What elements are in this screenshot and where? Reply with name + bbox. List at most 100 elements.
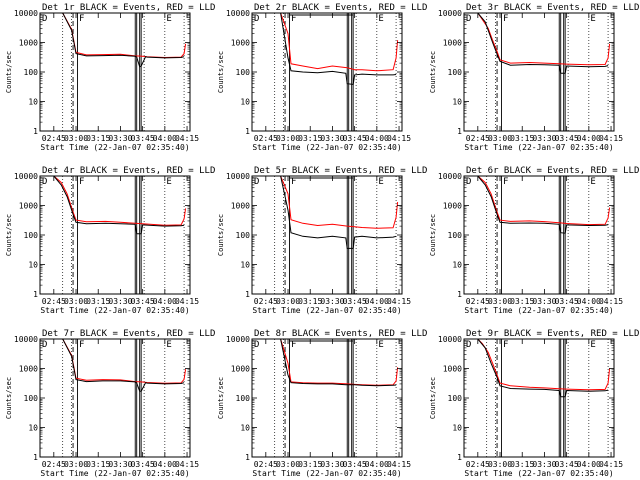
x-axis-label: Start Time (22-Jan-07 02:35:40) [464, 469, 613, 478]
lld-series-line [53, 176, 187, 226]
events-series-line [62, 339, 185, 392]
x-tick-label: 03:30 [108, 134, 132, 143]
plot-frame [251, 338, 403, 458]
x-axis-label: Start Time (22-Jan-07 02:35:40) [40, 143, 189, 152]
x-tick-label: 03:30 [532, 460, 556, 469]
x-tick-label: 04:15 [175, 460, 199, 469]
x-axis-label: Start Time (22-Jan-07 02:35:40) [252, 306, 401, 315]
y-tick-label: 10000 [14, 172, 38, 181]
x-tick-label: 03:15 [86, 460, 110, 469]
y-tick-label: 10 [28, 424, 38, 433]
x-tick-label: 02:45 [466, 460, 490, 469]
events-series-line [280, 13, 397, 85]
y-tick-label: 1 [457, 453, 462, 462]
attenuator-state-label: D [254, 340, 259, 350]
y-tick-label: 1000 [19, 39, 38, 48]
y-axis-label: Counts/sec [429, 377, 437, 419]
plot-frame [39, 12, 191, 132]
detector-panel: Det 7r BLACK = Events, RED = LLD Counts/s… [5, 329, 215, 478]
y-axis-label: Counts/sec [217, 214, 225, 256]
x-tick-label: 03:15 [298, 297, 322, 306]
detector-panel: Det 6r BLACK = Events, RED = LLD Counts/s… [429, 166, 639, 315]
x-tick-label: 04:15 [175, 297, 199, 306]
x-tick-label: 04:15 [599, 134, 623, 143]
attenuator-state-label: E [166, 14, 171, 24]
attenuator-state-label: E [378, 177, 383, 187]
x-tick-label: 03:45 [555, 134, 579, 143]
y-tick-label: 1 [33, 453, 38, 462]
x-tick-label: 03:00 [276, 297, 300, 306]
y-axis-label: Counts/sec [5, 51, 13, 93]
x-tick-label: 04:00 [153, 460, 177, 469]
events-series-line [62, 13, 185, 68]
attenuator-state-label: D [254, 177, 259, 187]
panel-title: Det 1r BLACK = Events, RED = LLD [42, 3, 215, 13]
detector-panel: Det 5r BLACK = Events, RED = LLD Counts/s… [217, 166, 427, 315]
x-tick-label: 03:30 [532, 297, 556, 306]
y-tick-label: 10000 [14, 9, 38, 18]
lld-series-line [280, 13, 399, 72]
plot-frame [39, 338, 191, 458]
x-tick-label: 03:45 [131, 297, 155, 306]
panel-title: Det 5r BLACK = Events, RED = LLD [254, 166, 427, 176]
y-tick-label: 10000 [226, 9, 250, 18]
panel-title: Det 8r BLACK = Events, RED = LLD [254, 329, 427, 339]
y-tick-label: 100 [24, 394, 39, 403]
lld-series-line [477, 176, 611, 226]
plot-frame [39, 175, 191, 295]
attenuator-state-label: D [466, 177, 471, 187]
panel-title: Det 3r BLACK = Events, RED = LLD [466, 3, 639, 13]
x-tick-label: 03:00 [64, 134, 88, 143]
lld-series-line [477, 13, 611, 66]
y-tick-label: 10000 [226, 335, 250, 344]
y-tick-label: 1 [245, 127, 250, 136]
attenuator-state-label: F [503, 177, 508, 187]
panel-title: Det 7r BLACK = Events, RED = LLD [42, 329, 215, 339]
y-tick-label: 10 [240, 261, 250, 270]
x-axis-label: Start Time (22-Jan-07 02:35:40) [40, 469, 189, 478]
y-tick-label: 10 [452, 424, 462, 433]
x-tick-label: 02:45 [254, 134, 278, 143]
x-tick-label: 04:00 [153, 297, 177, 306]
events-series-line [53, 176, 185, 235]
y-tick-label: 100 [236, 68, 251, 77]
detector-panel: Det 1r BLACK = Events, RED = LLD Counts/s… [5, 3, 215, 152]
x-tick-label: 04:00 [365, 297, 389, 306]
attenuator-state-label: E [378, 14, 383, 24]
y-tick-label: 100 [448, 394, 463, 403]
events-series-line [477, 176, 609, 234]
y-axis-label: Counts/sec [217, 51, 225, 93]
detector-panel: Det 8r BLACK = Events, RED = LLD Counts/s… [217, 329, 427, 478]
plot-frame [251, 175, 403, 295]
panel-title: Det 9r BLACK = Events, RED = LLD [466, 329, 639, 339]
x-tick-label: 02:45 [466, 297, 490, 306]
x-tick-label: 02:45 [254, 297, 278, 306]
panel-title: Det 4r BLACK = Events, RED = LLD [42, 166, 215, 176]
y-tick-label: 10 [28, 98, 38, 107]
x-tick-label: 04:00 [577, 460, 601, 469]
y-tick-label: 1 [245, 453, 250, 462]
y-axis-label: Counts/sec [429, 51, 437, 93]
y-tick-label: 1000 [231, 39, 250, 48]
y-tick-label: 100 [236, 394, 251, 403]
events-series-line [280, 176, 397, 249]
plot-frame [463, 12, 615, 132]
x-tick-label: 03:15 [510, 134, 534, 143]
y-tick-label: 1000 [443, 202, 462, 211]
lld-series-line [477, 339, 611, 391]
y-tick-label: 10 [452, 98, 462, 107]
y-tick-label: 1 [33, 290, 38, 299]
detector-panel: Det 2r BLACK = Events, RED = LLD Counts/s… [217, 3, 427, 152]
x-tick-label: 03:00 [488, 134, 512, 143]
attenuator-state-label: F [503, 14, 508, 24]
x-axis-label: Start Time (22-Jan-07 02:35:40) [252, 469, 401, 478]
x-tick-label: 03:45 [343, 460, 367, 469]
y-tick-label: 10000 [438, 172, 462, 181]
x-tick-label: 03:15 [86, 297, 110, 306]
y-axis-label: Counts/sec [217, 377, 225, 419]
x-tick-label: 03:15 [510, 460, 534, 469]
x-tick-label: 04:15 [599, 460, 623, 469]
panel-title: Det 2r BLACK = Events, RED = LLD [254, 3, 427, 13]
events-series-line [280, 339, 397, 387]
